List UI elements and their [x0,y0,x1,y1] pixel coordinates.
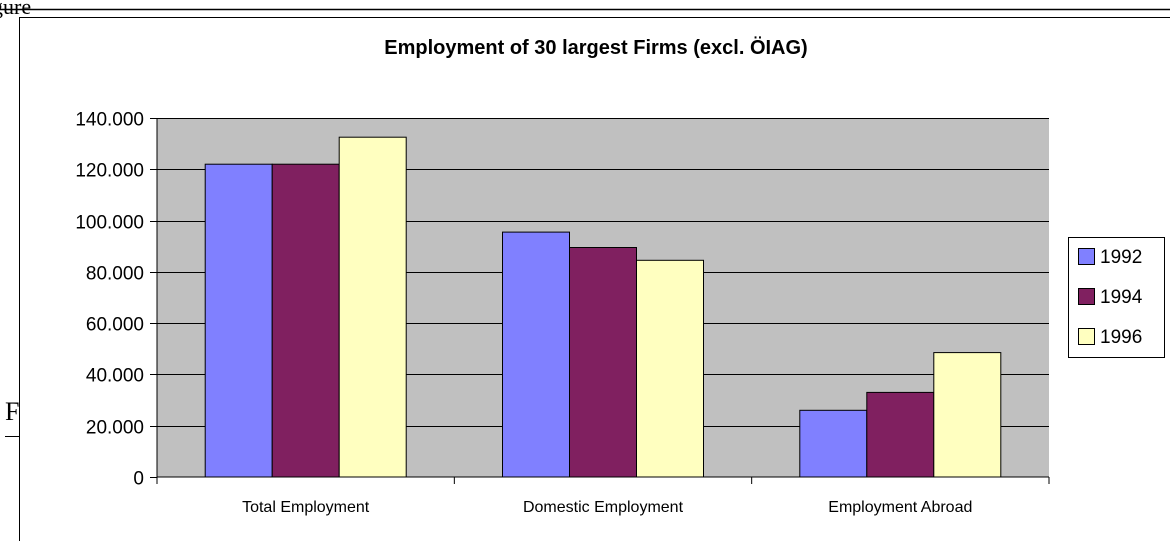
bar-1992-1 [502,231,570,478]
bar-1992-0 [204,163,273,478]
y-tick-label: 20.000 [86,418,144,439]
x-tick-label: Employment Abroad [828,499,972,516]
legend-swatch-1996 [1078,328,1095,345]
y-tick-label: 100.000 [75,213,144,234]
bar-1996-0 [338,136,407,478]
y-tick-label: 60.000 [86,315,144,336]
bar-1994-1 [569,247,637,478]
bar-1992-2 [799,409,868,478]
y-tick-label: 0 [133,469,144,490]
y-ticks: 0 20.000 40.000 60.000 80.000 100.000 120.000 1… [75,110,157,490]
bars [204,136,1002,478]
bar-1994-0 [271,163,340,478]
y-tick-label: 140.000 [75,110,144,131]
x-tick-label: Domestic Employment [523,499,684,516]
bar-1996-2 [933,352,1002,478]
legend-swatch-1994 [1078,288,1095,305]
legend-swatch-1992 [1078,248,1095,265]
legend-label-1994: 1994 [1100,287,1143,308]
bar-1996-1 [636,259,704,478]
x-tick-label: Total Employment [242,499,370,516]
y-tick-label: 80.000 [86,264,144,285]
y-tick-label: 40.000 [86,366,144,387]
legend-label-1992: 1992 [1100,247,1142,268]
legend-label-1996: 1996 [1100,327,1142,348]
x-ticks: Total Employment Domestic Employment Emplo… [156,477,1050,516]
side-fragment: F [5,397,19,426]
legend: 1992 1994 1996 [1068,237,1165,358]
y-tick-label: 120.000 [75,161,144,182]
bar-1994-2 [866,391,935,478]
chart-title: Employment of 30 largest Firms (excl. ÖI… [384,36,807,59]
